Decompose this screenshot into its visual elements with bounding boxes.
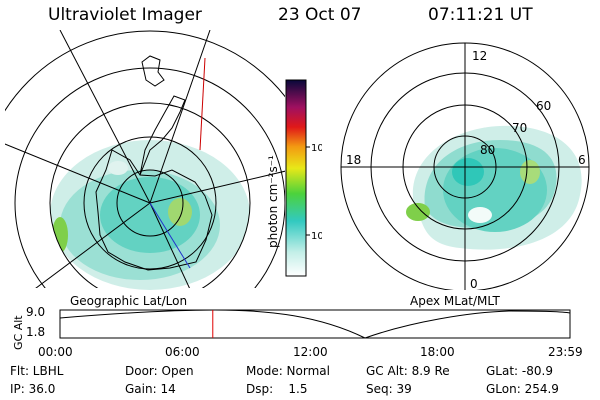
gain-info: Gain: 14 — [125, 382, 176, 396]
mode-info: Mode: Normal — [246, 364, 330, 378]
colorbar-tick-10: 10 — [311, 231, 322, 242]
seq-info: Seq: 39 — [366, 382, 412, 396]
gc-altitude-plot: GC Alt 9.0 1.8 00:00 06:00 12:00 18:00 2… — [12, 305, 583, 359]
gc-alt-tick-min: 1.8 — [26, 325, 45, 339]
colorbar-tick-100: 100 — [311, 143, 322, 154]
mlat-label-70: 70 — [512, 121, 527, 135]
mlat-label-80: 80 — [480, 143, 495, 157]
ip-info: IP: 36.0 — [10, 382, 56, 396]
glon-info: GLon: 254.9 — [486, 382, 559, 396]
mlt-label-0: 0 — [470, 277, 478, 290]
dsp-info: Dsp: 1.5 — [246, 382, 308, 396]
x-tick-1200: 12:00 — [293, 345, 328, 359]
noon-meridian-line — [149, 202, 191, 269]
x-tick-1800: 18:00 — [420, 345, 455, 359]
x-tick-0000: 00:00 — [38, 345, 73, 359]
gc-alt-tick-max: 9.0 — [26, 305, 45, 319]
mlat-grid — [340, 42, 590, 290]
x-tick-0600: 06:00 — [165, 345, 200, 359]
gc-alt-ylabel: GC Alt — [12, 315, 25, 350]
colorbar-label: photon cm⁻²s⁻¹ — [266, 155, 280, 248]
colorbar: 100 10 photon cm⁻²s⁻¹ — [266, 79, 322, 277]
geographic-caption: Geographic Lat/Lon — [70, 294, 188, 308]
filter-info: Flt: LBHL — [10, 364, 64, 378]
door-info: Door: Open — [125, 364, 194, 378]
auroral-emission-left — [50, 140, 250, 290]
magnetic-caption: Apex MLat/MLT — [410, 294, 500, 308]
mlat-label-60: 60 — [536, 99, 551, 113]
gc-alt-plot-frame — [59, 309, 571, 339]
mlt-label-12: 12 — [472, 49, 487, 63]
glat-info: GLat: -80.9 — [486, 364, 553, 378]
mlt-label-18: 18 — [346, 153, 361, 167]
time-label: 07:11:21 UT — [428, 5, 533, 25]
magnetic-polar-plot: 12 18 6 0 60 70 80 — [340, 42, 590, 290]
date-label: 23 Oct 07 — [278, 5, 362, 25]
gc-alt-info: GC Alt: 8.9 Re — [366, 364, 450, 378]
terminator-line — [199, 57, 206, 151]
x-tick-2359: 23:59 — [548, 345, 583, 359]
gc-alt-curve — [59, 309, 571, 339]
geographic-map — [5, 30, 285, 290]
instrument-title: Ultraviolet Imager — [48, 5, 202, 25]
mlt-label-6: 6 — [578, 153, 586, 167]
geographic-grid — [5, 30, 285, 288]
